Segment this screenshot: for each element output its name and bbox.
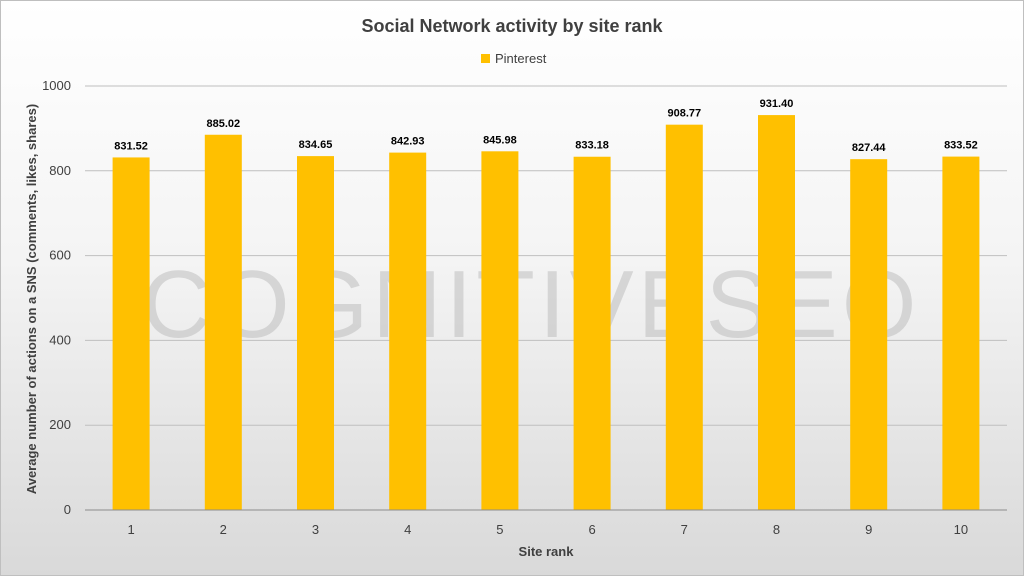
data-label-rank-7: 908.77 (667, 108, 701, 120)
bar-rank-3 (297, 156, 334, 510)
x-tick-label: 10 (954, 522, 968, 537)
y-tick-label: 600 (49, 248, 71, 263)
x-tick-label: 8 (773, 522, 780, 537)
x-tick-label: 2 (220, 522, 227, 537)
data-label-rank-8: 931.40 (760, 98, 794, 110)
bar-rank-9 (850, 159, 887, 510)
x-tick-label: 6 (588, 522, 595, 537)
data-label-rank-2: 885.02 (206, 118, 240, 130)
chart-title: Social Network activity by site rank (361, 16, 663, 36)
y-axis-title: Average number of actions on a SNS (comm… (24, 104, 39, 494)
legend: Pinterest (481, 51, 547, 66)
y-tick-label: 0 (64, 502, 71, 517)
bar-rank-8 (758, 115, 795, 510)
x-tick-label: 1 (127, 522, 134, 537)
data-label-rank-9: 827.44 (852, 142, 887, 154)
data-label-rank-10: 833.52 (944, 140, 978, 152)
x-tick-label: 9 (865, 522, 872, 537)
y-tick-label: 200 (49, 417, 71, 432)
y-tick-label: 800 (49, 163, 71, 178)
legend-label-pinterest: Pinterest (495, 51, 547, 66)
data-label-rank-1: 831.52 (114, 140, 148, 152)
bar-rank-7 (666, 125, 703, 510)
x-tick-label: 3 (312, 522, 319, 537)
x-tick-label: 7 (681, 522, 688, 537)
x-axis-title: Site rank (519, 544, 575, 559)
data-label-rank-5: 845.98 (483, 134, 517, 146)
data-label-rank-6: 833.18 (575, 140, 609, 152)
bar-rank-5 (481, 151, 518, 510)
data-labels-layer: 831.52 885.02 834.65 842.93 845.98 833.18 908.… (114, 98, 977, 154)
y-tick-label: 1000 (42, 78, 71, 93)
y-tick-label: 400 (49, 332, 71, 347)
bar-rank-1 (113, 157, 150, 510)
data-label-rank-4: 842.93 (391, 136, 425, 148)
bar-rank-2 (205, 135, 242, 510)
x-tick-label: 4 (404, 522, 411, 537)
watermark: COGNITIVESEO (142, 251, 921, 358)
data-label-rank-3: 834.65 (299, 139, 333, 151)
x-tick-label: 5 (496, 522, 503, 537)
bar-rank-4 (389, 153, 426, 510)
bar-rank-10 (942, 157, 979, 510)
bar-rank-6 (574, 157, 611, 510)
legend-swatch-pinterest (481, 54, 490, 63)
